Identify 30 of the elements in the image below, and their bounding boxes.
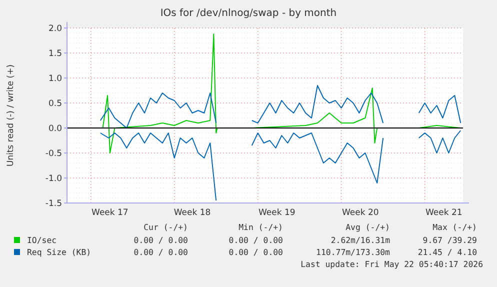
- text: Max (-/+): [432, 222, 477, 232]
- y-tick-label: -1.5: [45, 198, 62, 209]
- x-tick-label: Week 19: [258, 208, 296, 218]
- text: 110.77m/173.30m: [316, 247, 390, 257]
- text: 21.45 / 4.10: [418, 247, 478, 257]
- y-tick-label: 1.0: [48, 74, 62, 84]
- y-tick-label: 2.0: [48, 24, 62, 34]
- text: 9.67 /39.29: [422, 235, 478, 245]
- y-tick-label: 0.0: [48, 124, 62, 134]
- y-tick-label: -1.0: [45, 174, 62, 184]
- x-tick-label: Week 21: [426, 208, 462, 218]
- text: Cur (-/+): [144, 222, 188, 232]
- text: 2.62m/16.31m: [330, 235, 390, 245]
- legend-label: Req Size (KB): [27, 247, 92, 257]
- text: Min (-/+): [238, 222, 283, 232]
- x-tick-label: Week 17: [92, 208, 128, 218]
- y-axis-title: Units read (-) / write (+): [6, 64, 16, 167]
- y-tick-label: 0.5: [48, 98, 62, 109]
- legend-label: IO/sec: [27, 235, 57, 245]
- text: Last update: Fri May 22 05:40:17 2026: [300, 259, 484, 269]
- text: 0.00 / 0.00: [228, 235, 284, 245]
- y-tick-label: -0.5: [45, 148, 62, 159]
- x-tick-label: Week 20: [342, 208, 379, 218]
- chart-title: IOs for /dev/nlnog/swap - by month: [160, 8, 337, 19]
- text: 0.00 / 0.00: [134, 235, 188, 245]
- text: 0.00 / 0.00: [134, 247, 188, 257]
- text: Avg (-/+): [346, 222, 390, 232]
- x-tick-label: Week 18: [174, 208, 211, 218]
- y-tick-label: 1.5: [48, 48, 62, 59]
- text: 0.00 / 0.00: [228, 247, 284, 257]
